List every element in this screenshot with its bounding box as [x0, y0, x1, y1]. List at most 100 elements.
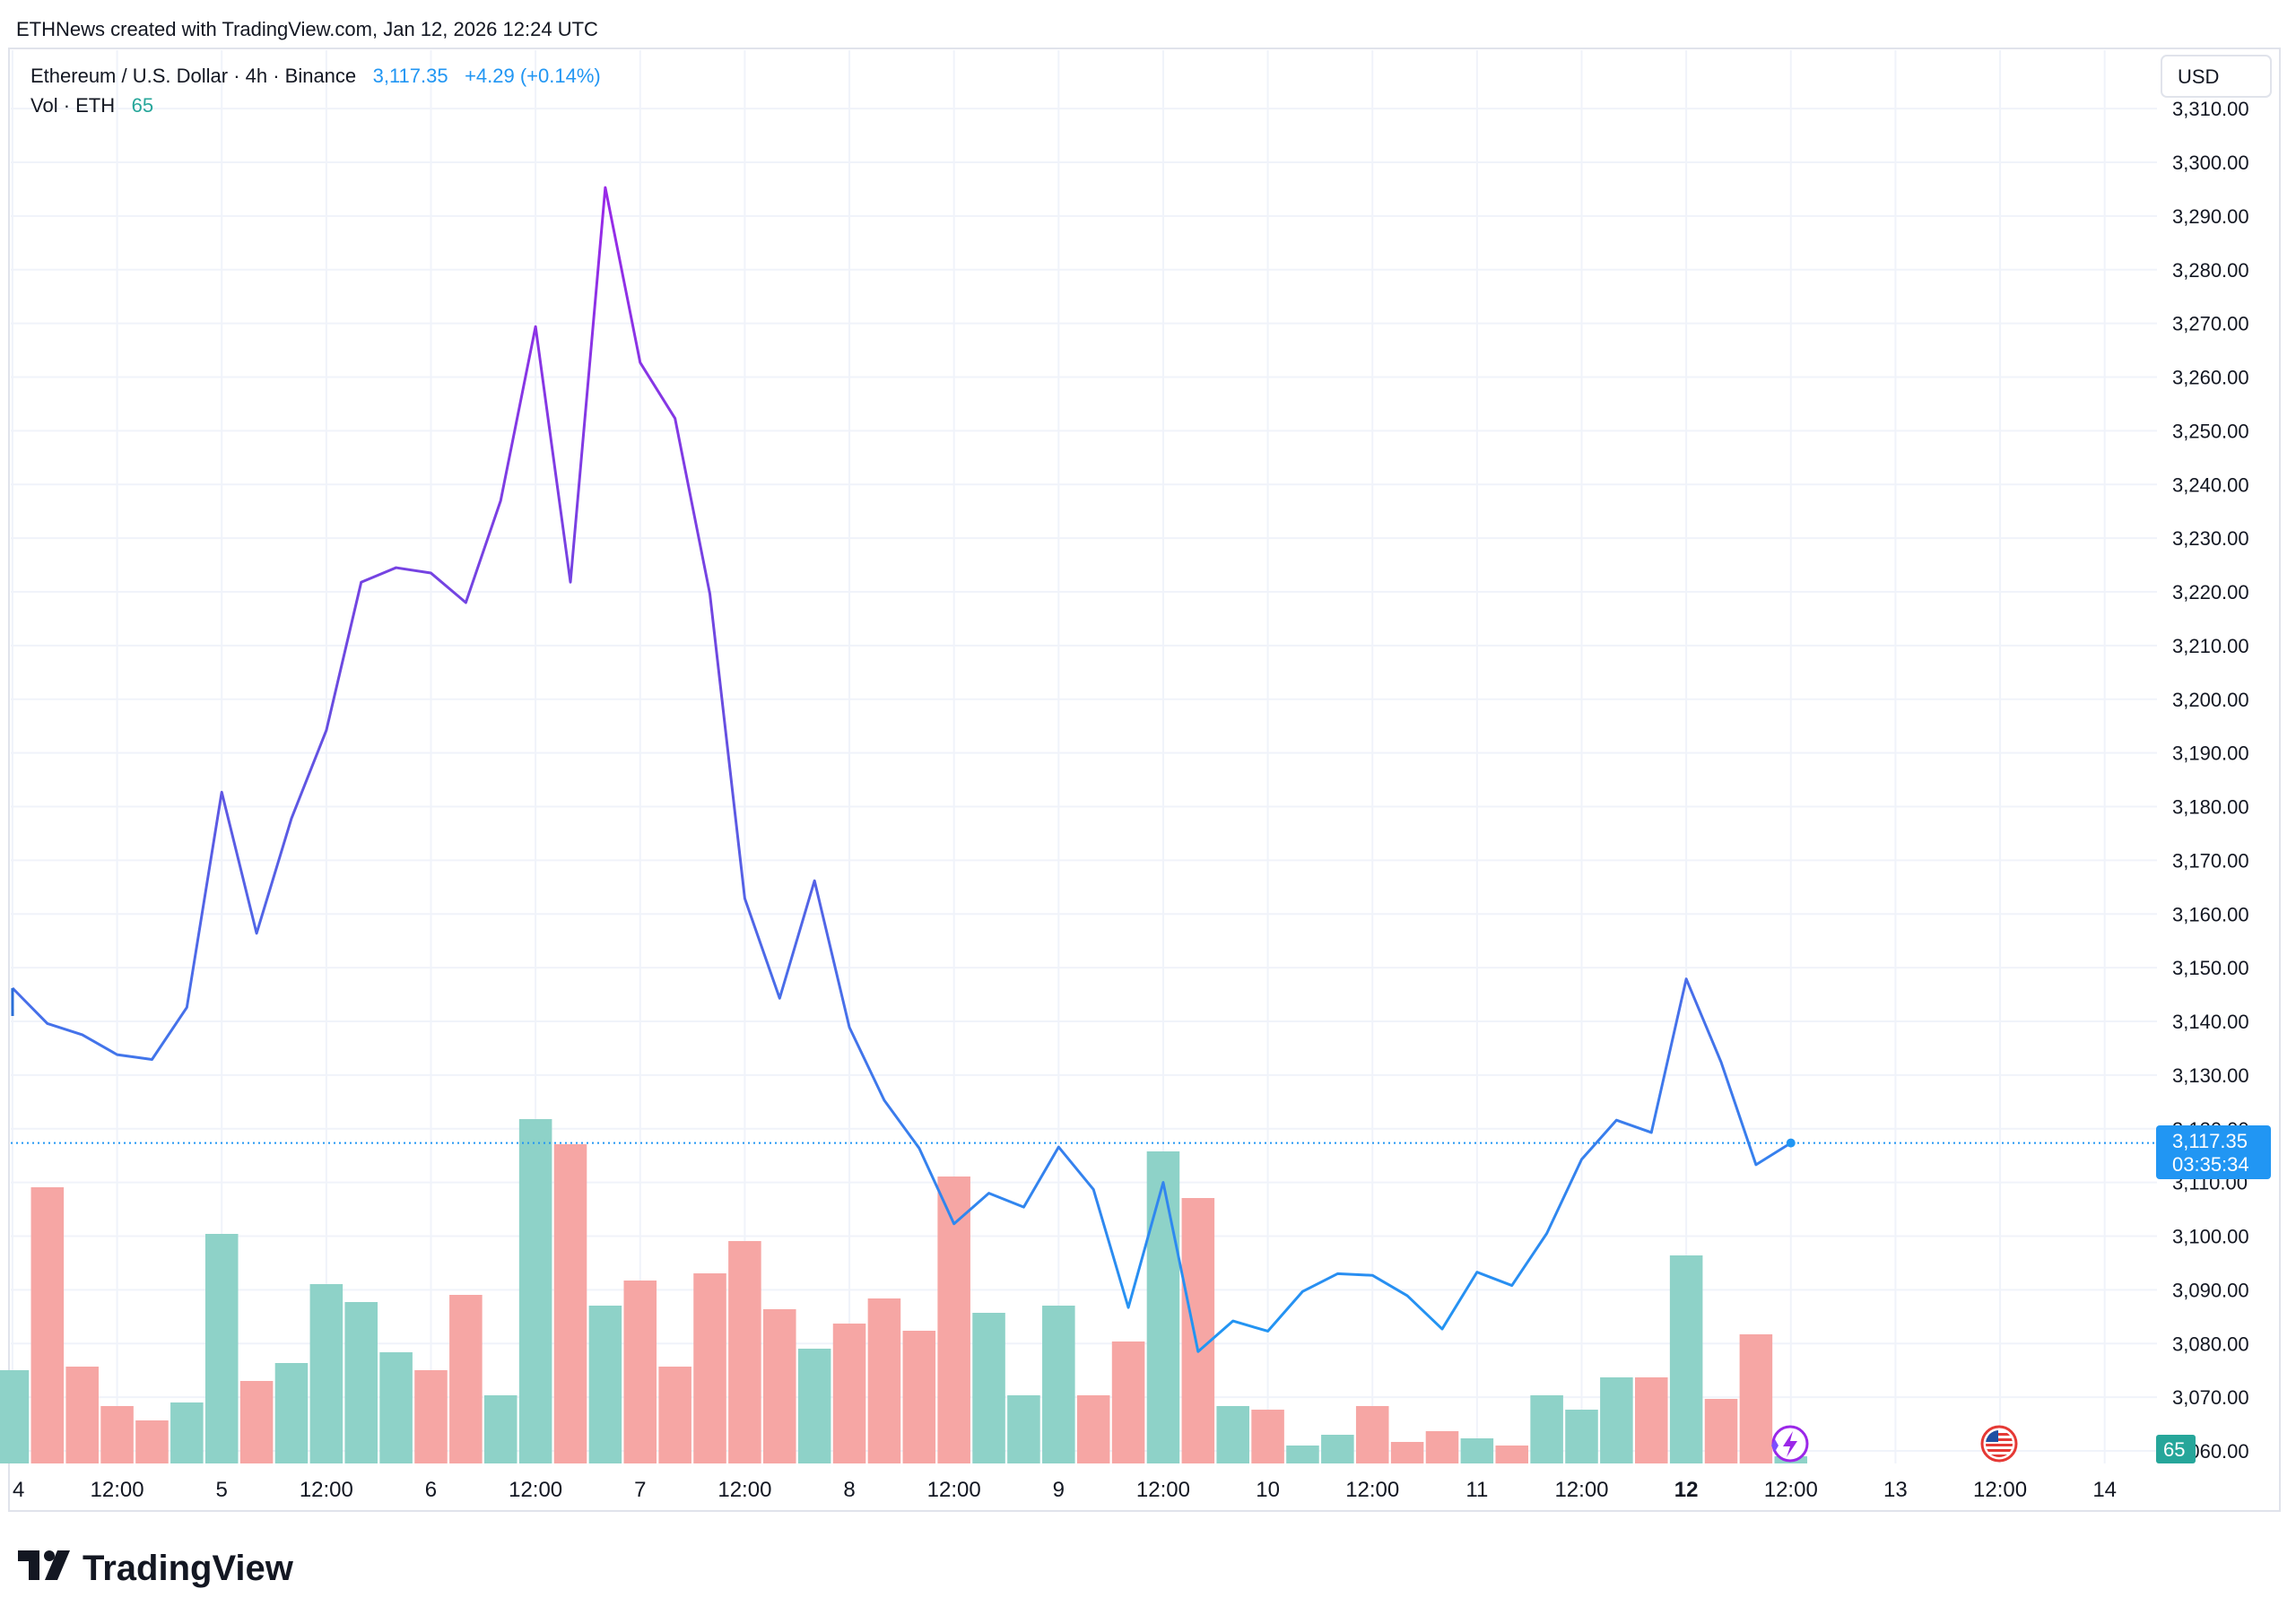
volume-bar [414, 1370, 448, 1463]
volume-bar [1321, 1435, 1354, 1463]
volume-tag-value: 65 [2163, 1438, 2185, 1461]
volume-bar [1704, 1399, 1738, 1463]
price-countdown: 03:35:34 [2172, 1153, 2249, 1176]
volume-bar [867, 1298, 901, 1463]
volume-bar [1355, 1406, 1389, 1463]
volume-bar [1669, 1255, 1703, 1463]
legend-volume-label[interactable]: Vol · ETH [30, 94, 115, 117]
time-tick-label: 12:00 [91, 1478, 144, 1502]
legend-symbol[interactable]: Ethereum / U.S. Dollar · 4h · Binance [30, 65, 356, 87]
legend-volume-row[interactable]: Vol · ETH 65 [30, 94, 153, 117]
volume-bar [1634, 1377, 1668, 1463]
legend-price: 3,117.35 [373, 65, 448, 87]
price-tick-label: 3,100.00 [2172, 1226, 2249, 1248]
last-price-dot [1786, 1138, 1796, 1148]
volume-bars [0, 1119, 1808, 1463]
volume-bar [623, 1281, 657, 1463]
time-tick-label: 5 [216, 1478, 228, 1502]
time-tick-label: 13 [1883, 1478, 1908, 1502]
price-tick-label: 3,280.00 [2172, 259, 2249, 282]
price-tick-label: 3,170.00 [2172, 849, 2249, 872]
price-line [11, 186, 2157, 1353]
last-price-tag: 3,117.35 03:35:34 [2156, 1125, 2271, 1179]
legend-symbol-row[interactable]: Ethereum / U.S. Dollar · 4h · Binance 3,… [30, 65, 601, 87]
time-tick-label: 12:00 [509, 1478, 562, 1502]
price-tick-label: 3,240.00 [2172, 473, 2249, 496]
volume-bar [1146, 1151, 1180, 1463]
volume-bar [1286, 1446, 1319, 1463]
volume-bar [763, 1309, 796, 1463]
volume-bar [204, 1234, 239, 1463]
last-price-value: 3,117.35 [2172, 1130, 2248, 1152]
volume-bar [1181, 1198, 1215, 1463]
price-tick-label: 3,200.00 [2172, 689, 2249, 711]
price-tick-label: 3,160.00 [2172, 903, 2249, 925]
volume-bar [1076, 1395, 1110, 1463]
tradingview-logo[interactable]: TradingView [18, 1549, 294, 1588]
time-tick-label: 4 [13, 1478, 24, 1502]
grid [11, 50, 2157, 1463]
volume-bar [1425, 1431, 1459, 1463]
time-axis[interactable]: 4 12:00 5 12:00 6 12:00 7 12:00 8 12:00 9 12:00 10 12… [13, 1478, 2117, 1502]
volume-bar [693, 1273, 726, 1463]
time-tick-label: 10 [1256, 1478, 1280, 1502]
tradingview-logo-text: TradingView [83, 1549, 294, 1588]
time-tick-label: 12:00 [1345, 1478, 1399, 1502]
price-tick-label: 3,190.00 [2172, 742, 2249, 765]
time-tick-label: 12:00 [927, 1478, 981, 1502]
price-tick-label: 3,080.00 [2172, 1333, 2249, 1355]
volume-bar [832, 1324, 866, 1463]
time-tick-label: 12:00 [718, 1478, 771, 1502]
time-tick-label: 12:00 [1554, 1478, 1608, 1502]
volume-bar [1530, 1395, 1563, 1463]
price-tick-label: 3,070.00 [2172, 1386, 2249, 1409]
volume-bar [1007, 1395, 1040, 1463]
price-tick-label: 3,140.00 [2172, 1011, 2249, 1033]
price-tick-label: 3,270.00 [2172, 313, 2249, 335]
price-tick-label: 3,180.00 [2172, 796, 2249, 819]
price-tick-label: 3,220.00 [2172, 581, 2249, 603]
time-tick-label: 12:00 [300, 1478, 353, 1502]
volume-bar [483, 1395, 517, 1463]
volume-bar [553, 1144, 587, 1463]
volume-bar [0, 1370, 30, 1463]
volume-bar [797, 1349, 831, 1463]
tradingview-logo-icon [18, 1550, 70, 1580]
time-tick-label: 12:00 [1136, 1478, 1190, 1502]
time-tick-label: 11 [1465, 1478, 1488, 1502]
time-tick-label: 7 [634, 1478, 646, 1502]
volume-bar [1565, 1410, 1598, 1463]
volume-bar [100, 1406, 134, 1463]
volume-bar [1042, 1306, 1075, 1463]
us-flag-event-icon[interactable] [1980, 1425, 2018, 1463]
volume-bar [902, 1331, 936, 1463]
price-tick-label: 3,090.00 [2172, 1279, 2249, 1301]
time-tick-label: 9 [1053, 1478, 1065, 1502]
volume-bar [1216, 1406, 1249, 1463]
volume-bar [972, 1313, 1005, 1463]
legend-volume-value: 65 [132, 94, 153, 117]
volume-bar [588, 1306, 622, 1463]
volume-bar [309, 1284, 344, 1463]
price-tick-label: 3,150.00 [2172, 957, 2249, 979]
volume-bar [1460, 1438, 1494, 1463]
volume-bar [135, 1420, 169, 1463]
currency-button[interactable]: USD [2161, 55, 2272, 98]
volume-bar [170, 1402, 204, 1463]
legend-change: +4.29 (+0.14%) [465, 65, 601, 87]
time-tick-label: 6 [425, 1478, 437, 1502]
volume-bar [65, 1367, 99, 1463]
volume-bar [239, 1381, 274, 1463]
price-tick-label: 3,250.00 [2172, 420, 2249, 442]
price-tick-label: 3,210.00 [2172, 635, 2249, 657]
volume-bar [1111, 1341, 1145, 1463]
volume-bar [728, 1241, 761, 1463]
volume-bar [1390, 1442, 1424, 1463]
volume-tag: 65 [2156, 1435, 2196, 1463]
lightning-event-icon[interactable] [1771, 1425, 1809, 1463]
volume-bar [937, 1177, 970, 1463]
time-tick-label: 8 [843, 1478, 855, 1502]
price-tick-label: 3,130.00 [2172, 1064, 2249, 1087]
price-axis-background[interactable] [2161, 50, 2278, 1467]
